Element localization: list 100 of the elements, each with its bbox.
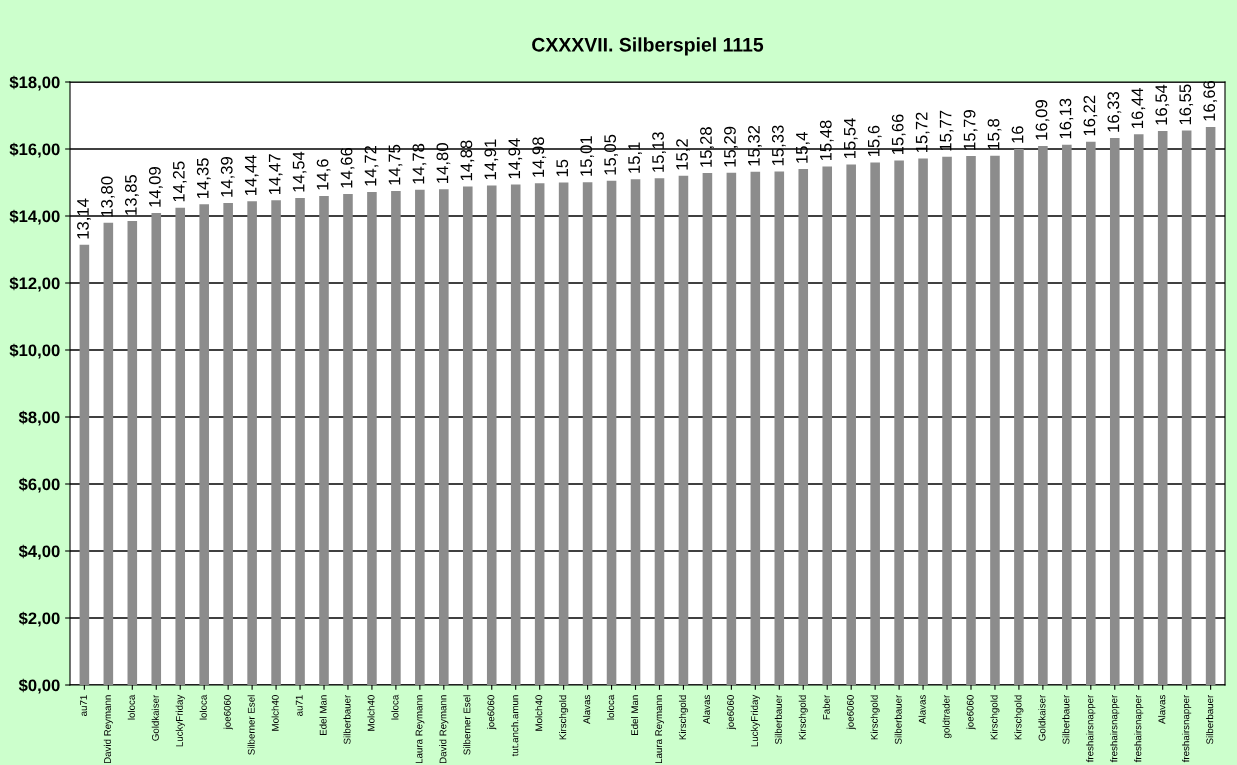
data-label: 15,77 [939, 110, 954, 151]
bar [391, 190, 401, 685]
bar [199, 204, 209, 685]
data-label: 15,28 [700, 127, 714, 167]
data-label: 14,78 [412, 143, 427, 184]
y-tick-label: $0,00 [18, 678, 60, 694]
x-tick-label: joe6060 [966, 695, 976, 730]
x-tick-label: loloca [391, 694, 399, 720]
data-label: 14,75 [388, 144, 403, 185]
bar [1157, 130, 1168, 685]
bar [534, 183, 545, 685]
bar [151, 212, 162, 685]
data-label: 13,85 [124, 174, 139, 215]
bar [990, 155, 1000, 685]
x-tick-label: Alavas [702, 695, 711, 724]
x-tick-label: Goldkaiser [1038, 694, 1046, 741]
bar [103, 222, 114, 685]
bar [462, 186, 473, 685]
bar [415, 189, 425, 685]
x-tick-label: Kirschgold [870, 695, 880, 740]
x-tick-label: Silberner Esel [247, 695, 255, 755]
y-tick-label: $16,00 [9, 142, 60, 158]
x-tick-label: freshairsnapper [1110, 694, 1120, 763]
bar [726, 172, 737, 685]
x-tick-label: Kirschgold [678, 695, 688, 740]
bar [918, 158, 928, 685]
data-label: 16,66 [1203, 80, 1218, 121]
x-tick-label: loloca [607, 694, 615, 720]
bar [1038, 145, 1048, 685]
x-tick-label: loloca [199, 694, 207, 720]
bar [79, 244, 90, 685]
bar [127, 221, 138, 685]
data-label: 14,66 [340, 147, 355, 188]
data-label: 14,6 [316, 159, 331, 190]
data-label: 16,33 [1107, 91, 1122, 132]
x-tick-label: goldtrader [942, 694, 952, 739]
bar [1133, 134, 1144, 685]
data-label: 13,80 [101, 176, 115, 217]
y-tick-label: $18,00 [9, 75, 60, 91]
x-tick-label: Silberbauer [774, 694, 782, 744]
bar [1109, 137, 1120, 685]
bar [343, 193, 353, 685]
x-tick-label: Silberbauer [1206, 694, 1214, 744]
data-label: 15,8 [987, 118, 1002, 150]
bar [582, 182, 593, 685]
data-label: 15,33 [771, 125, 786, 166]
x-tick-label: freshairsnapper [1086, 694, 1096, 763]
data-label: 15,4 [796, 132, 810, 163]
bar [702, 173, 713, 685]
x-tick-label: freshairsnapper [1182, 694, 1192, 763]
x-tick-label: Silberbauer [894, 694, 902, 744]
bar [630, 179, 641, 685]
data-label: 15,72 [915, 112, 930, 153]
bar [1205, 126, 1216, 685]
x-tick-label: Molch40 [367, 695, 375, 731]
bar [223, 202, 233, 685]
data-label: 15,32 [748, 125, 762, 166]
x-tick-label: Goldkaiser [151, 694, 159, 741]
data-label: 14,09 [148, 167, 163, 207]
bar [798, 169, 809, 685]
x-tick-label: Silberbauer [343, 694, 351, 744]
data-label: 16,13 [1059, 98, 1074, 139]
bar [319, 195, 329, 685]
data-label: 15,05 [604, 134, 618, 175]
bar [558, 182, 569, 685]
x-tick-label: Edel Man [319, 695, 327, 735]
data-label: 16 [1011, 126, 1024, 143]
data-label: 15,1 [628, 142, 642, 173]
x-tick-label: joe6060 [726, 695, 736, 730]
x-tick-label: au71 [295, 695, 303, 716]
data-label: 14,35 [196, 158, 211, 198]
x-tick-label: David Reymann [103, 695, 113, 764]
data-label: 15,48 [819, 120, 834, 161]
bar [654, 178, 665, 685]
data-label: 15 [556, 159, 569, 177]
data-label: 14,91 [484, 139, 499, 180]
data-label: 14,39 [220, 156, 235, 197]
data-label: 16,44 [1131, 88, 1146, 128]
data-label: 14,54 [292, 151, 307, 192]
bar [486, 185, 497, 685]
data-label: 16,09 [1035, 100, 1050, 140]
y-tick-label: $14,00 [9, 209, 60, 225]
data-label: 14,94 [508, 138, 523, 179]
bar [678, 175, 689, 685]
data-label: 14,72 [364, 145, 379, 186]
x-tick-label: Edel Man [630, 695, 639, 735]
data-label: 14,88 [460, 140, 475, 181]
data-label: 15,13 [652, 132, 666, 172]
data-label: 15,79 [963, 110, 978, 150]
bar [1062, 144, 1072, 685]
y-tick-label: $6,00 [18, 477, 60, 493]
bar [439, 189, 449, 685]
x-tick-label: Alavas [1158, 695, 1166, 724]
x-tick-label: LuckyFriday [175, 694, 185, 747]
x-tick-label: Kirschgold [1014, 695, 1024, 740]
bar [510, 184, 521, 685]
x-tick-label: joe6060 [223, 695, 233, 730]
data-label: 16,22 [1083, 95, 1098, 136]
x-tick-label: Silberner Esel [463, 695, 471, 755]
x-tick-label: Laura Reymann [415, 695, 425, 764]
